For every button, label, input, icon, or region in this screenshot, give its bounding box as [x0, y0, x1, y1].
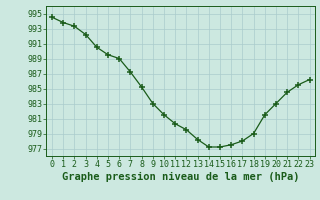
X-axis label: Graphe pression niveau de la mer (hPa): Graphe pression niveau de la mer (hPa): [62, 172, 300, 182]
